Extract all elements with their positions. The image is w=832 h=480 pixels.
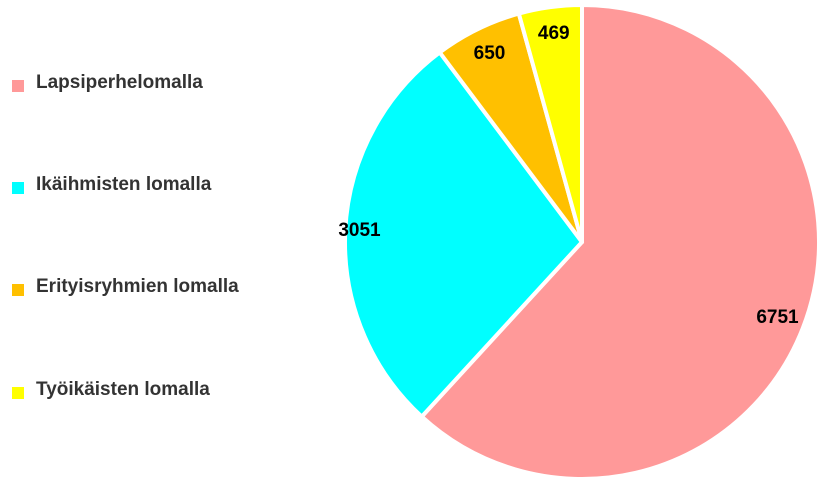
legend-label: Ikäihmisten lomalla	[36, 174, 212, 195]
legend-swatch	[12, 387, 24, 399]
pie-slice	[419, 3, 821, 480]
data-label: 6751	[756, 307, 799, 328]
legend-item: Erityisryhmien lomalla	[12, 276, 239, 304]
data-label: 3051	[338, 220, 381, 241]
legend-item: Lapsiperhelomalla	[12, 72, 203, 100]
data-label: 469	[538, 23, 570, 44]
legend-item: Työikäisten lomalla	[12, 379, 210, 407]
legend-swatch	[12, 182, 24, 194]
data-label: 650	[474, 43, 506, 64]
pie-slice	[516, 3, 584, 244]
legend-swatch	[12, 284, 24, 296]
legend-label: Erityisryhmien lomalla	[36, 276, 239, 297]
legend-item: Ikäihmisten lomalla	[12, 174, 211, 202]
legend-label: Lapsiperhelomalla	[36, 72, 203, 93]
legend-label: Työikäisten lomalla	[36, 379, 210, 400]
legend-swatch	[12, 80, 24, 92]
pie-slice	[343, 50, 584, 419]
